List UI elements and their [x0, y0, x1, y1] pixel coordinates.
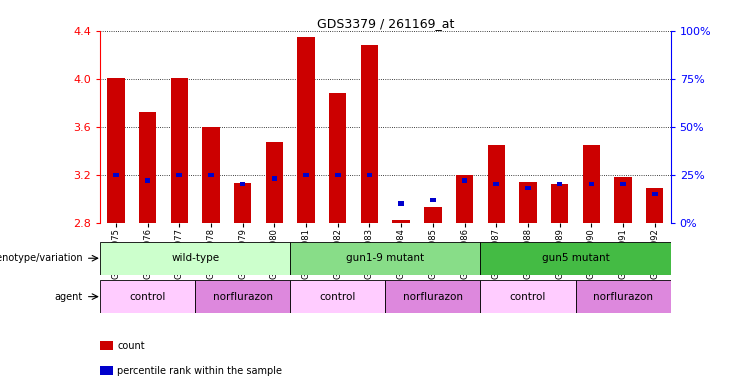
Bar [367, 172, 372, 177]
Text: gun5 mutant: gun5 mutant [542, 253, 609, 263]
Bar [576, 280, 671, 313]
Bar [240, 182, 245, 187]
Bar [551, 184, 568, 223]
Bar [335, 172, 341, 177]
Bar [266, 142, 283, 223]
Bar [272, 177, 277, 181]
Bar [290, 242, 480, 275]
Bar [100, 280, 195, 313]
Bar [139, 112, 156, 223]
Text: genotype/variation: genotype/variation [0, 253, 83, 263]
Text: count: count [117, 341, 144, 351]
Bar [456, 175, 473, 223]
Bar [557, 182, 562, 187]
Bar [399, 201, 404, 206]
Text: norflurazon: norflurazon [593, 291, 653, 302]
Bar [620, 182, 626, 187]
Bar [393, 220, 410, 223]
Bar [361, 45, 378, 223]
Title: GDS3379 / 261169_at: GDS3379 / 261169_at [316, 17, 454, 30]
Bar [430, 197, 436, 202]
Bar [488, 145, 505, 223]
Bar [303, 172, 309, 177]
Bar [297, 37, 315, 223]
Bar [329, 93, 347, 223]
Text: wild-type: wild-type [171, 253, 219, 263]
Bar [195, 280, 290, 313]
Bar [290, 280, 385, 313]
Bar [202, 127, 219, 223]
Text: gun1-9 mutant: gun1-9 mutant [346, 253, 425, 263]
Text: norflurazon: norflurazon [403, 291, 463, 302]
Bar [107, 78, 124, 223]
Text: percentile rank within the sample: percentile rank within the sample [117, 366, 282, 376]
Bar [652, 192, 657, 196]
Bar [462, 178, 468, 182]
Bar [614, 177, 632, 223]
Text: agent: agent [55, 291, 83, 302]
Text: control: control [510, 291, 546, 302]
Bar [480, 242, 671, 275]
Bar [208, 172, 213, 177]
Bar [234, 183, 251, 223]
Bar [100, 242, 290, 275]
Bar [170, 78, 188, 223]
Bar [582, 145, 600, 223]
Text: control: control [319, 291, 356, 302]
Bar [519, 182, 536, 223]
Bar [113, 172, 119, 177]
Text: norflurazon: norflurazon [213, 291, 273, 302]
Bar [588, 182, 594, 187]
Bar [424, 207, 442, 223]
Bar [385, 280, 480, 313]
Bar [646, 188, 663, 223]
Bar [144, 178, 150, 182]
Bar [494, 182, 499, 187]
Bar [480, 280, 576, 313]
Bar [176, 172, 182, 177]
Bar [525, 186, 531, 190]
Text: control: control [130, 291, 166, 302]
